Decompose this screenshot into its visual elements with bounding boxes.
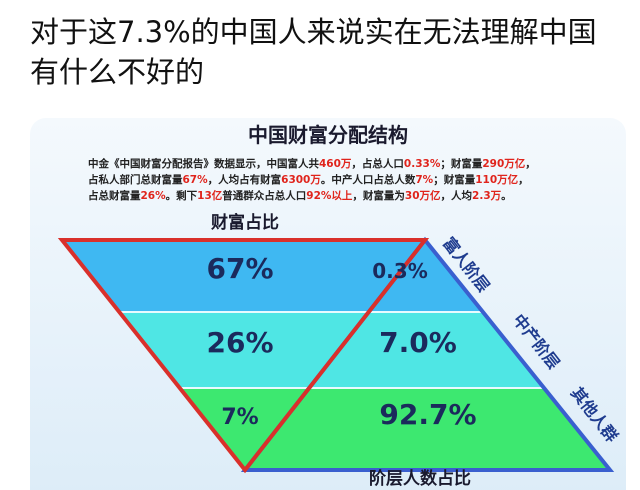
description-text: 。中产人口占总人数 (321, 173, 416, 186)
description-text: ，占总人口 (351, 157, 404, 170)
highlight: 460万 (319, 158, 352, 170)
wealth-value: 26% (206, 326, 273, 359)
description-text: ；财富量 (433, 173, 475, 186)
description-text: ， (525, 158, 536, 170)
post-line: 对于这7.3%的中国人来说实在无法理解中国 (30, 15, 597, 49)
highlight: 13亿 (197, 189, 223, 202)
highlight: 290万亿 (482, 157, 525, 170)
description-text: ，人均占有财富 (208, 173, 282, 186)
wealth-value: 7% (221, 405, 258, 430)
description-text: ， (518, 174, 529, 186)
description-line: 占私人部门总财富量67%，人均占有财富6300万。中产人口占总人数7%；财富量1… (88, 173, 529, 186)
highlight: 92%以上 (306, 189, 353, 202)
population-value: 92.7% (379, 398, 476, 431)
description-text: 中金《中国财富分配报告》数据显示，中国富人共 (88, 157, 319, 170)
description-text: ，人均 (441, 189, 473, 202)
wealth-triangle (57, 238, 430, 474)
wealth-value: 67% (206, 252, 273, 285)
population-value: 7.0% (379, 326, 457, 359)
highlight: 2.3万 (472, 190, 502, 202)
wealth-label: 财富占比 (210, 212, 279, 233)
post-line: 有什么不好的 (30, 55, 205, 89)
population-label: 阶层人数占比 (369, 468, 471, 489)
description-text: 普通群众占总人口 (222, 189, 306, 202)
description-text: 。剩下 (166, 189, 198, 202)
highlight: 7% (415, 174, 433, 186)
highlight: 30万亿 (405, 189, 441, 202)
highlight: 67% (183, 174, 209, 186)
highlight: 6300万 (281, 174, 321, 186)
description-text: ；财富量 (440, 157, 482, 170)
highlight: 110万亿 (475, 173, 518, 186)
description-line: 中金《中国财富分配报告》数据显示，中国富人共460万，占总人口0.33%；财富量… (88, 157, 536, 170)
description-text: 。 (501, 190, 512, 202)
population-value: 0.3% (372, 259, 427, 283)
description-text: ，财富量为 (352, 189, 405, 202)
post-text: 对于这7.3%的中国人来说实在无法理解中国 有什么不好的 (30, 12, 640, 92)
description-text: 占总财富量 (88, 189, 141, 202)
description: 中金《中国财富分配报告》数据显示，中国富人共460万，占总人口0.33%；财富量… (88, 157, 536, 202)
description-text: 占私人部门总财富量 (88, 173, 183, 186)
description-line: 占总财富量26%。剩下13亿普通群众占总人口92%以上，财富量为30万亿，人均2… (88, 189, 512, 202)
highlight: 0.33% (404, 158, 441, 170)
card-title: 中国财富分配结构 (248, 123, 408, 147)
highlight: 26% (141, 190, 167, 202)
